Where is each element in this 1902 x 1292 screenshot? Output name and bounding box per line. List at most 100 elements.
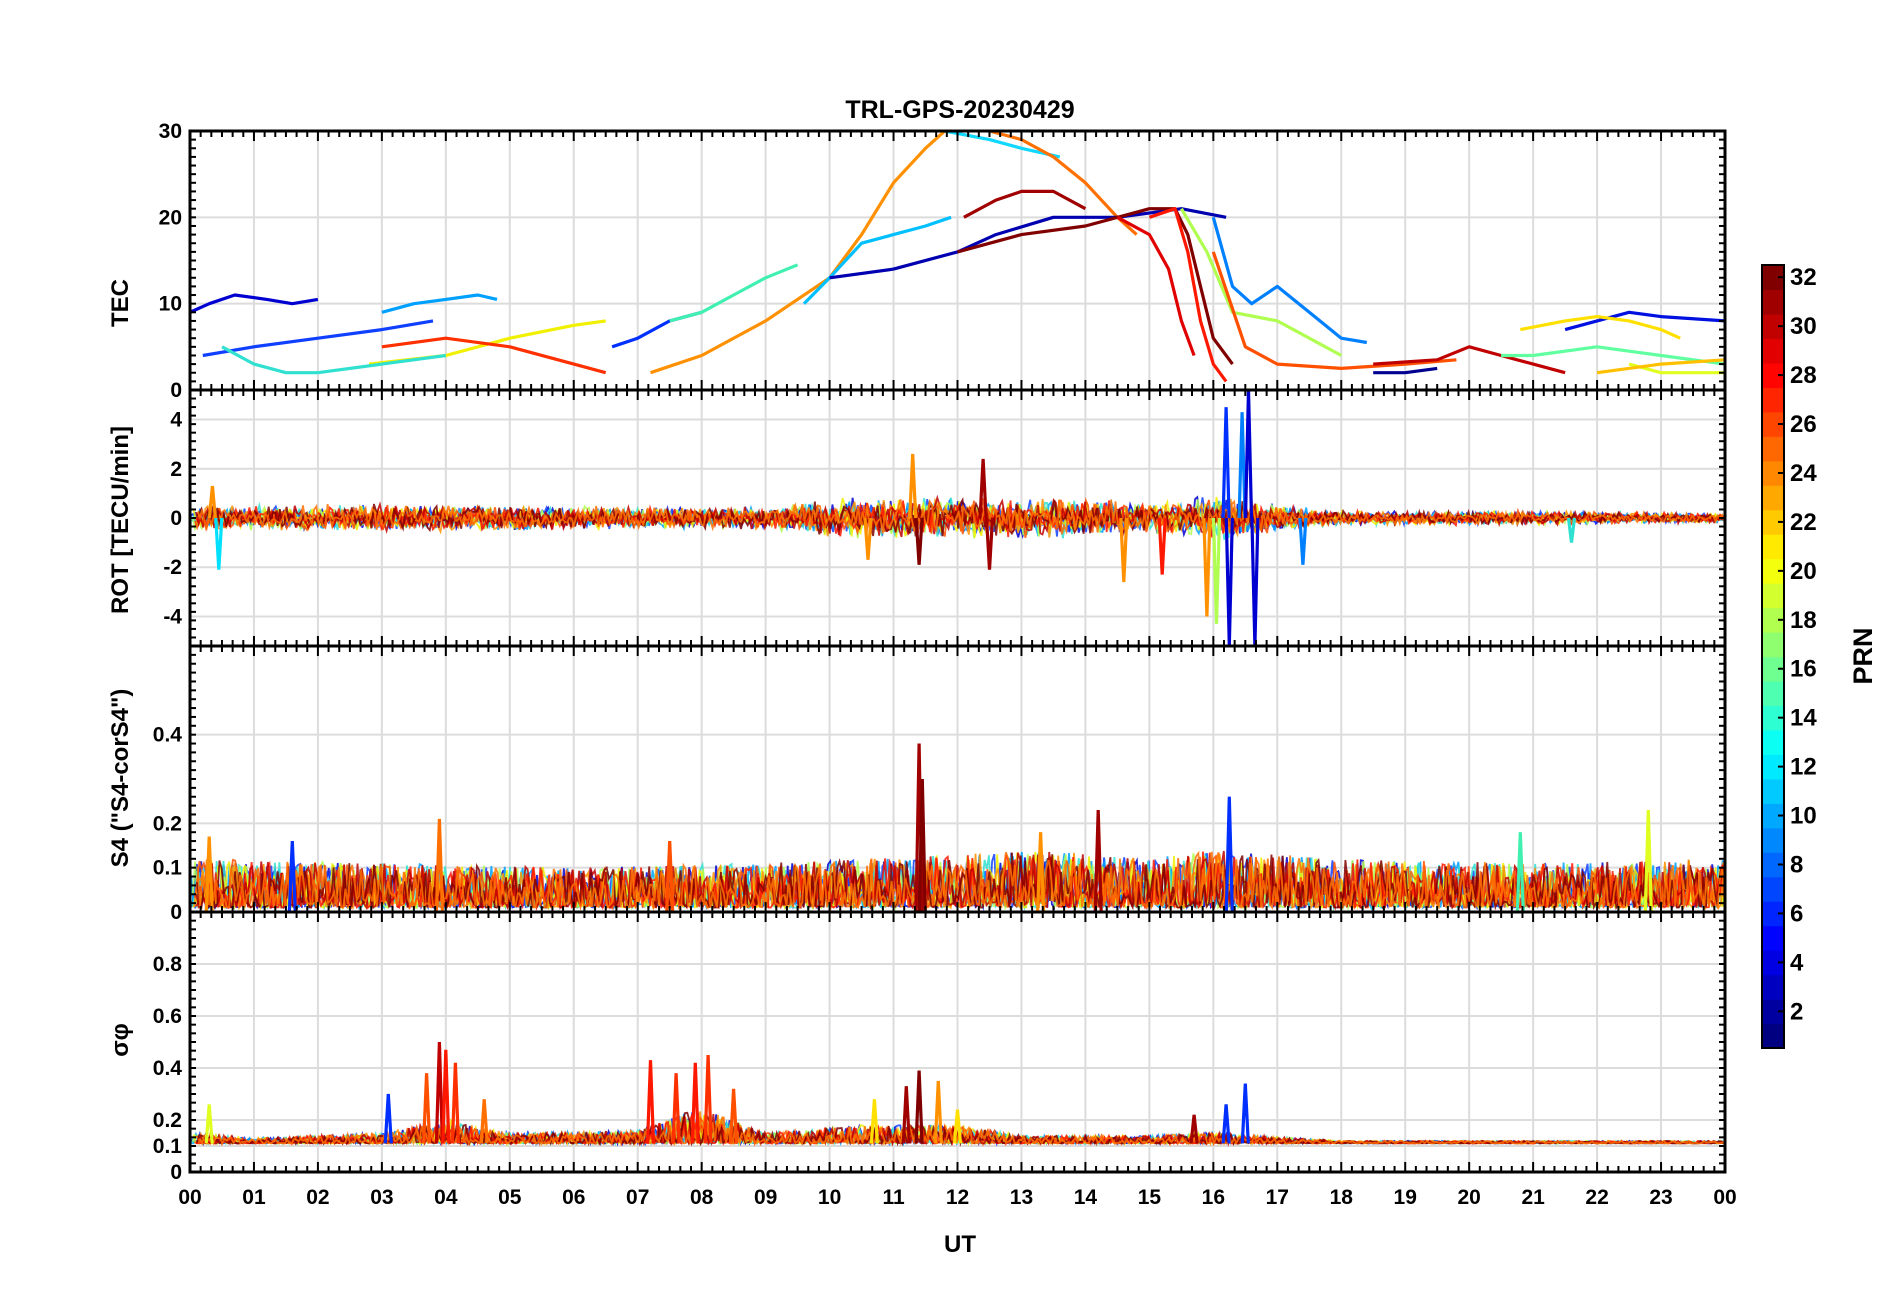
series-prn-30 [1373, 345, 1566, 375]
plot-area-rot [190, 390, 1725, 646]
colorbar-bin [1762, 387, 1784, 413]
y-axis-label-tec: TEC [107, 279, 134, 327]
colorbar-tick-label: 20 [1790, 558, 1817, 585]
noise-trace [196, 498, 1725, 538]
colorbar-bin [1762, 999, 1784, 1025]
series-prn-24 [649, 131, 946, 375]
x-tick-label: 01 [242, 1186, 266, 1209]
spike [204, 836, 214, 912]
spike [204, 1104, 214, 1144]
y-tick-label: 0 [170, 507, 182, 530]
colorbar-bin [1762, 436, 1784, 462]
colorbar-tick-label: 28 [1790, 362, 1817, 389]
colorbar-bin [1762, 827, 1784, 853]
spike [450, 1062, 460, 1144]
x-tick-label: 13 [1010, 1186, 1033, 1209]
x-tick-label: 06 [562, 1186, 585, 1209]
spike [1250, 517, 1260, 646]
plot-area-tec [190, 131, 1725, 383]
colorbar-bin [1762, 705, 1784, 731]
colorbar-bin [1762, 876, 1784, 902]
y-tick-label: 0 [170, 1161, 182, 1184]
y-tick-label: 10 [159, 293, 182, 316]
x-tick-label: 12 [946, 1186, 969, 1209]
spike [917, 778, 927, 912]
colorbar-bin [1762, 607, 1784, 633]
colorbar-bin [1762, 632, 1784, 658]
colorbar-bin [1762, 534, 1784, 560]
y-tick-label: 0.2 [153, 1109, 182, 1132]
colorbar-bin [1762, 509, 1784, 535]
spike [1240, 1083, 1250, 1144]
colorbar-bin [1762, 338, 1784, 364]
colorbar-tick-label: 22 [1790, 509, 1817, 536]
noise-trace [196, 850, 1725, 911]
spike [984, 517, 995, 570]
x-tick-label: 15 [1138, 1186, 1162, 1209]
spike [1515, 832, 1525, 912]
colorbar-bin [1762, 778, 1784, 804]
x-tick-label: 16 [1202, 1186, 1225, 1209]
series-prn-6 [202, 319, 434, 358]
colorbar-bin [1762, 1023, 1784, 1049]
series-prn-3 [190, 293, 319, 314]
spike [1189, 1114, 1199, 1144]
spike [1036, 832, 1046, 912]
series-prn-12 [944, 131, 1061, 159]
x-tick-label: 14 [1074, 1186, 1098, 1209]
series-prn-1 [1373, 366, 1438, 375]
spike [729, 1088, 739, 1144]
colorbar-tick-label: 32 [1790, 264, 1817, 291]
spike [434, 1041, 444, 1144]
y-tick-label: 30 [159, 120, 182, 143]
spike [1157, 517, 1167, 575]
colorbar-label: PRN [1848, 627, 1878, 684]
spike [479, 1099, 489, 1144]
spike [869, 1099, 879, 1144]
y-tick-label: 0.1 [153, 1135, 183, 1158]
spike [978, 458, 988, 519]
spike [901, 1086, 911, 1144]
colorbar-bin [1762, 950, 1784, 976]
colorbar-bin [1762, 460, 1784, 486]
spike [1221, 1104, 1231, 1144]
spike [1298, 517, 1308, 565]
spike [1093, 809, 1103, 912]
colorbar-bin [1762, 289, 1784, 315]
colorbar-bin [1762, 729, 1784, 755]
y-tick-label: -4 [163, 605, 182, 628]
spike [214, 517, 224, 570]
x-tick-label: 08 [690, 1186, 714, 1209]
spike [671, 1073, 681, 1144]
x-tick-label: 18 [1330, 1186, 1354, 1209]
colorbar-bin [1762, 925, 1784, 951]
colorbar-bin [1762, 803, 1784, 829]
plot-area-sigma-phi [190, 1041, 1725, 1147]
spike [952, 1109, 963, 1144]
x-tick-label: 17 [1266, 1186, 1289, 1209]
y-tick-label: 20 [159, 206, 182, 229]
x-tick-label: 20 [1457, 1186, 1480, 1209]
x-tick-label: 09 [754, 1186, 777, 1209]
y-tick-label: -2 [163, 556, 182, 579]
colorbar-tick-label: 6 [1790, 900, 1803, 927]
colorbar-bin [1762, 485, 1784, 511]
colorbar-bin [1762, 852, 1784, 878]
x-tick-label: 22 [1585, 1186, 1608, 1209]
spike [665, 841, 675, 912]
colorbar-bin [1762, 313, 1784, 340]
x-tick-labels: 00 01 02 03 04 05 06 07 08 09 10 11 12 13 14 15 16 17 18 19… [178, 1186, 1736, 1209]
colorbar-tick-label: 30 [1790, 313, 1817, 340]
spike [914, 1070, 924, 1144]
series-prn-22 [1596, 358, 1725, 375]
series-prn-28 [1148, 207, 1228, 383]
x-axis-label: UT [944, 1231, 976, 1258]
x-tick-label: 00 [1713, 1186, 1736, 1209]
series-prn-11 [802, 215, 952, 305]
figure-title: TRL-GPS-20230429 [845, 96, 1074, 124]
x-tick-label: 10 [818, 1186, 841, 1209]
spike [207, 485, 217, 519]
